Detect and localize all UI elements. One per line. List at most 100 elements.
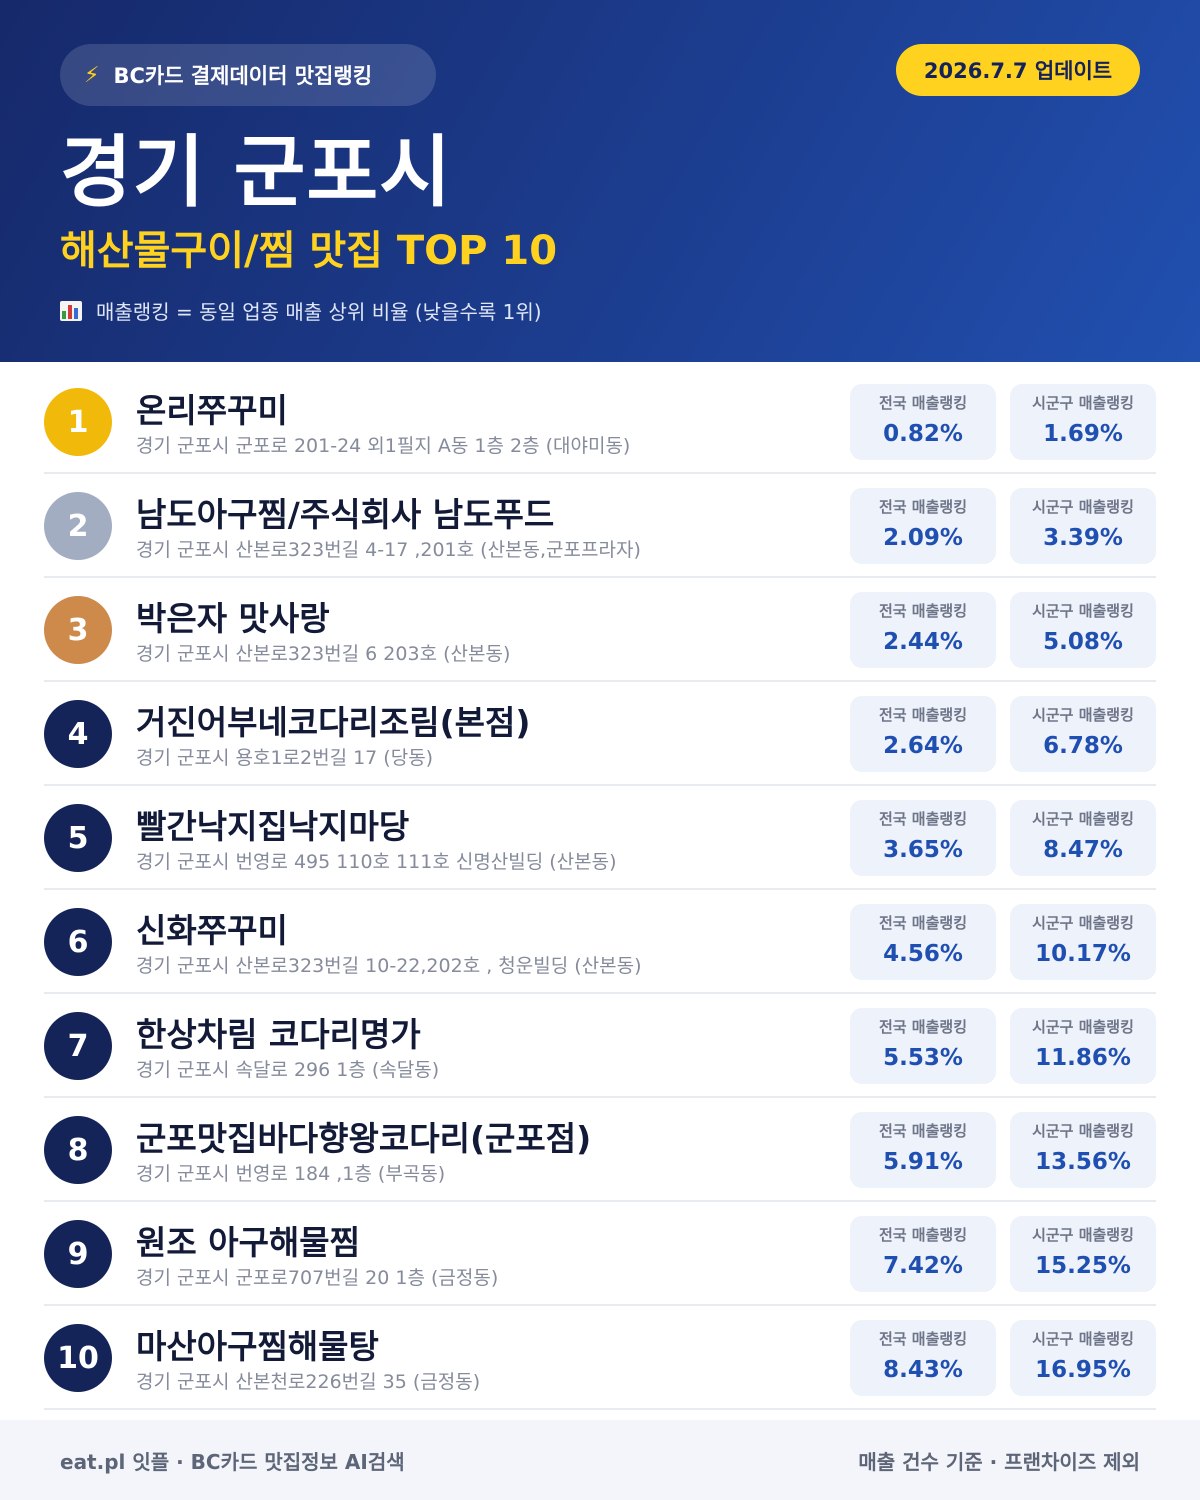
restaurant-address: 경기 군포시 군포로707번길 20 1층 (금정동) bbox=[136, 1267, 499, 1289]
national-ranking-value: 7.42% bbox=[883, 1253, 963, 1279]
source-badge: ⚡ BC카드 결제데이터 맛집랭킹 bbox=[60, 44, 436, 106]
national-ranking-label: 전국 매출랭킹 bbox=[878, 1018, 968, 1036]
restaurant-name: 신화쭈꾸미 bbox=[136, 911, 288, 950]
restaurant-address: 경기 군포시 군포로 201-24 외1필지 A동 1층 2층 (대야미동) bbox=[136, 435, 631, 457]
local-ranking-value: 10.17% bbox=[1035, 941, 1131, 967]
local-ranking-value: 5.08% bbox=[1043, 629, 1123, 655]
rank-badge: 1 bbox=[44, 388, 112, 456]
national-ranking-label: 전국 매출랭킹 bbox=[878, 914, 968, 932]
local-ranking-label: 시군구 매출랭킹 bbox=[1032, 1330, 1134, 1348]
page-title: 경기 군포시 bbox=[60, 128, 452, 218]
national-ranking-value: 5.91% bbox=[883, 1149, 963, 1175]
list-item[interactable]: 8 군포맛집바다향왕코다리(군포점) 경기 군포시 번영로 184 ,1층 (부곡동… bbox=[44, 1098, 1156, 1202]
national-ranking-label: 전국 매출랭킹 bbox=[878, 706, 968, 724]
restaurant-address: 경기 군포시 산본로323번길 4-17 ,201호 (산본동,군포프라자) bbox=[136, 539, 641, 561]
national-ranking-value: 4.56% bbox=[883, 941, 963, 967]
national-ranking-value: 3.65% bbox=[883, 837, 963, 863]
national-ranking-value: 5.53% bbox=[883, 1045, 963, 1071]
local-ranking-card: 시군구 매출랭킹 8.47% bbox=[1010, 800, 1156, 876]
national-ranking-label: 전국 매출랭킹 bbox=[878, 1330, 968, 1348]
restaurant-address: 경기 군포시 용호1로2번길 17 (당동) bbox=[136, 747, 434, 769]
rank-badge: 8 bbox=[44, 1116, 112, 1184]
lightning-icon: ⚡ bbox=[84, 62, 100, 88]
local-ranking-label: 시군구 매출랭킹 bbox=[1032, 394, 1134, 412]
page-subtitle: 해산물구이/찜 맛집 TOP 10 bbox=[60, 228, 558, 274]
national-ranking-label: 전국 매출랭킹 bbox=[878, 602, 968, 620]
national-ranking-value: 8.43% bbox=[883, 1357, 963, 1383]
national-ranking-value: 2.09% bbox=[883, 525, 963, 551]
national-ranking-value: 2.64% bbox=[883, 733, 963, 759]
national-ranking-card: 전국 매출랭킹 5.53% bbox=[850, 1008, 996, 1084]
local-ranking-card: 시군구 매출랭킹 15.25% bbox=[1010, 1216, 1156, 1292]
national-ranking-card: 전국 매출랭킹 0.82% bbox=[850, 384, 996, 460]
footer: eat.pl 잇플 · BC카드 맛집정보 AI검색 매출 건수 기준 · 프랜… bbox=[0, 1420, 1200, 1500]
restaurant-name: 한상차림 코다리명가 bbox=[136, 1015, 421, 1054]
national-ranking-card: 전국 매출랭킹 4.56% bbox=[850, 904, 996, 980]
restaurant-name: 온리쭈꾸미 bbox=[136, 391, 288, 430]
local-ranking-card: 시군구 매출랭킹 11.86% bbox=[1010, 1008, 1156, 1084]
ranking-note: 매출랭킹 = 동일 업종 매출 상위 비율 (낮을수록 1위) bbox=[60, 296, 542, 325]
national-ranking-card: 전국 매출랭킹 2.09% bbox=[850, 488, 996, 564]
restaurant-address: 경기 군포시 번영로 184 ,1층 (부곡동) bbox=[136, 1163, 446, 1185]
restaurant-name: 박은자 맛사랑 bbox=[136, 599, 330, 638]
bar-chart-icon bbox=[60, 300, 82, 321]
restaurant-name: 마산아구찜해물탕 bbox=[136, 1327, 379, 1366]
rank-badge: 7 bbox=[44, 1012, 112, 1080]
ranking-note-text: 매출랭킹 = 동일 업종 매출 상위 비율 (낮을수록 1위) bbox=[96, 300, 542, 324]
national-ranking-card: 전국 매출랭킹 7.42% bbox=[850, 1216, 996, 1292]
rank-badge: 4 bbox=[44, 700, 112, 768]
restaurant-name: 군포맛집바다향왕코다리(군포점) bbox=[136, 1119, 592, 1158]
list-item[interactable]: 4 거진어부네코다리조림(본점) 경기 군포시 용호1로2번길 17 (당동) 전국 … bbox=[44, 682, 1156, 786]
local-ranking-value: 1.69% bbox=[1043, 421, 1123, 447]
restaurant-address: 경기 군포시 산본로323번길 6 203호 (산본동) bbox=[136, 643, 511, 665]
national-ranking-label: 전국 매출랭킹 bbox=[878, 394, 968, 412]
restaurant-name: 남도아구찜/주식회사 남도푸드 bbox=[136, 495, 555, 534]
local-ranking-label: 시군구 매출랭킹 bbox=[1032, 1018, 1134, 1036]
restaurant-address: 경기 군포시 번영로 495 110호 111호 신명산빌딩 (산본동) bbox=[136, 851, 617, 873]
rank-badge: 3 bbox=[44, 596, 112, 664]
national-ranking-label: 전국 매출랭킹 bbox=[878, 1122, 968, 1140]
local-ranking-value: 16.95% bbox=[1035, 1357, 1131, 1383]
restaurant-address: 경기 군포시 산본로323번길 10-22,202호 , 청운빌딩 (산본동) bbox=[136, 955, 642, 977]
restaurant-address: 경기 군포시 산본천로226번길 35 (금정동) bbox=[136, 1371, 481, 1393]
local-ranking-label: 시군구 매출랭킹 bbox=[1032, 810, 1134, 828]
local-ranking-value: 3.39% bbox=[1043, 525, 1123, 551]
local-ranking-label: 시군구 매출랭킹 bbox=[1032, 914, 1134, 932]
local-ranking-card: 시군구 매출랭킹 5.08% bbox=[1010, 592, 1156, 668]
restaurant-name: 원조 아구해물찜 bbox=[136, 1223, 361, 1262]
national-ranking-value: 0.82% bbox=[883, 421, 963, 447]
local-ranking-label: 시군구 매출랭킹 bbox=[1032, 1226, 1134, 1244]
national-ranking-card: 전국 매출랭킹 2.64% bbox=[850, 696, 996, 772]
local-ranking-card: 시군구 매출랭킹 16.95% bbox=[1010, 1320, 1156, 1396]
update-date-badge: 2026.7.7 업데이트 bbox=[896, 44, 1140, 96]
rank-badge: 10 bbox=[44, 1324, 112, 1392]
local-ranking-value: 8.47% bbox=[1043, 837, 1123, 863]
local-ranking-label: 시군구 매출랭킹 bbox=[1032, 1122, 1134, 1140]
list-item[interactable]: 7 한상차림 코다리명가 경기 군포시 속달로 296 1층 (속달동) 전국 매출랭… bbox=[44, 994, 1156, 1098]
rank-badge: 2 bbox=[44, 492, 112, 560]
rank-badge: 5 bbox=[44, 804, 112, 872]
local-ranking-label: 시군구 매출랭킹 bbox=[1032, 602, 1134, 620]
local-ranking-card: 시군구 매출랭킹 6.78% bbox=[1010, 696, 1156, 772]
rank-badge: 9 bbox=[44, 1220, 112, 1288]
national-ranking-label: 전국 매출랭킹 bbox=[878, 498, 968, 516]
source-badge-label: BC카드 결제데이터 맛집랭킹 bbox=[113, 64, 373, 88]
local-ranking-card: 시군구 매출랭킹 10.17% bbox=[1010, 904, 1156, 980]
national-ranking-label: 전국 매출랭킹 bbox=[878, 1226, 968, 1244]
restaurant-name: 빨간낙지집낙지마당 bbox=[136, 807, 410, 846]
rank-badge: 6 bbox=[44, 908, 112, 976]
local-ranking-value: 13.56% bbox=[1035, 1149, 1131, 1175]
local-ranking-card: 시군구 매출랭킹 13.56% bbox=[1010, 1112, 1156, 1188]
local-ranking-value: 6.78% bbox=[1043, 733, 1123, 759]
national-ranking-card: 전국 매출랭킹 5.91% bbox=[850, 1112, 996, 1188]
local-ranking-value: 11.86% bbox=[1035, 1045, 1131, 1071]
local-ranking-label: 시군구 매출랭킹 bbox=[1032, 706, 1134, 724]
